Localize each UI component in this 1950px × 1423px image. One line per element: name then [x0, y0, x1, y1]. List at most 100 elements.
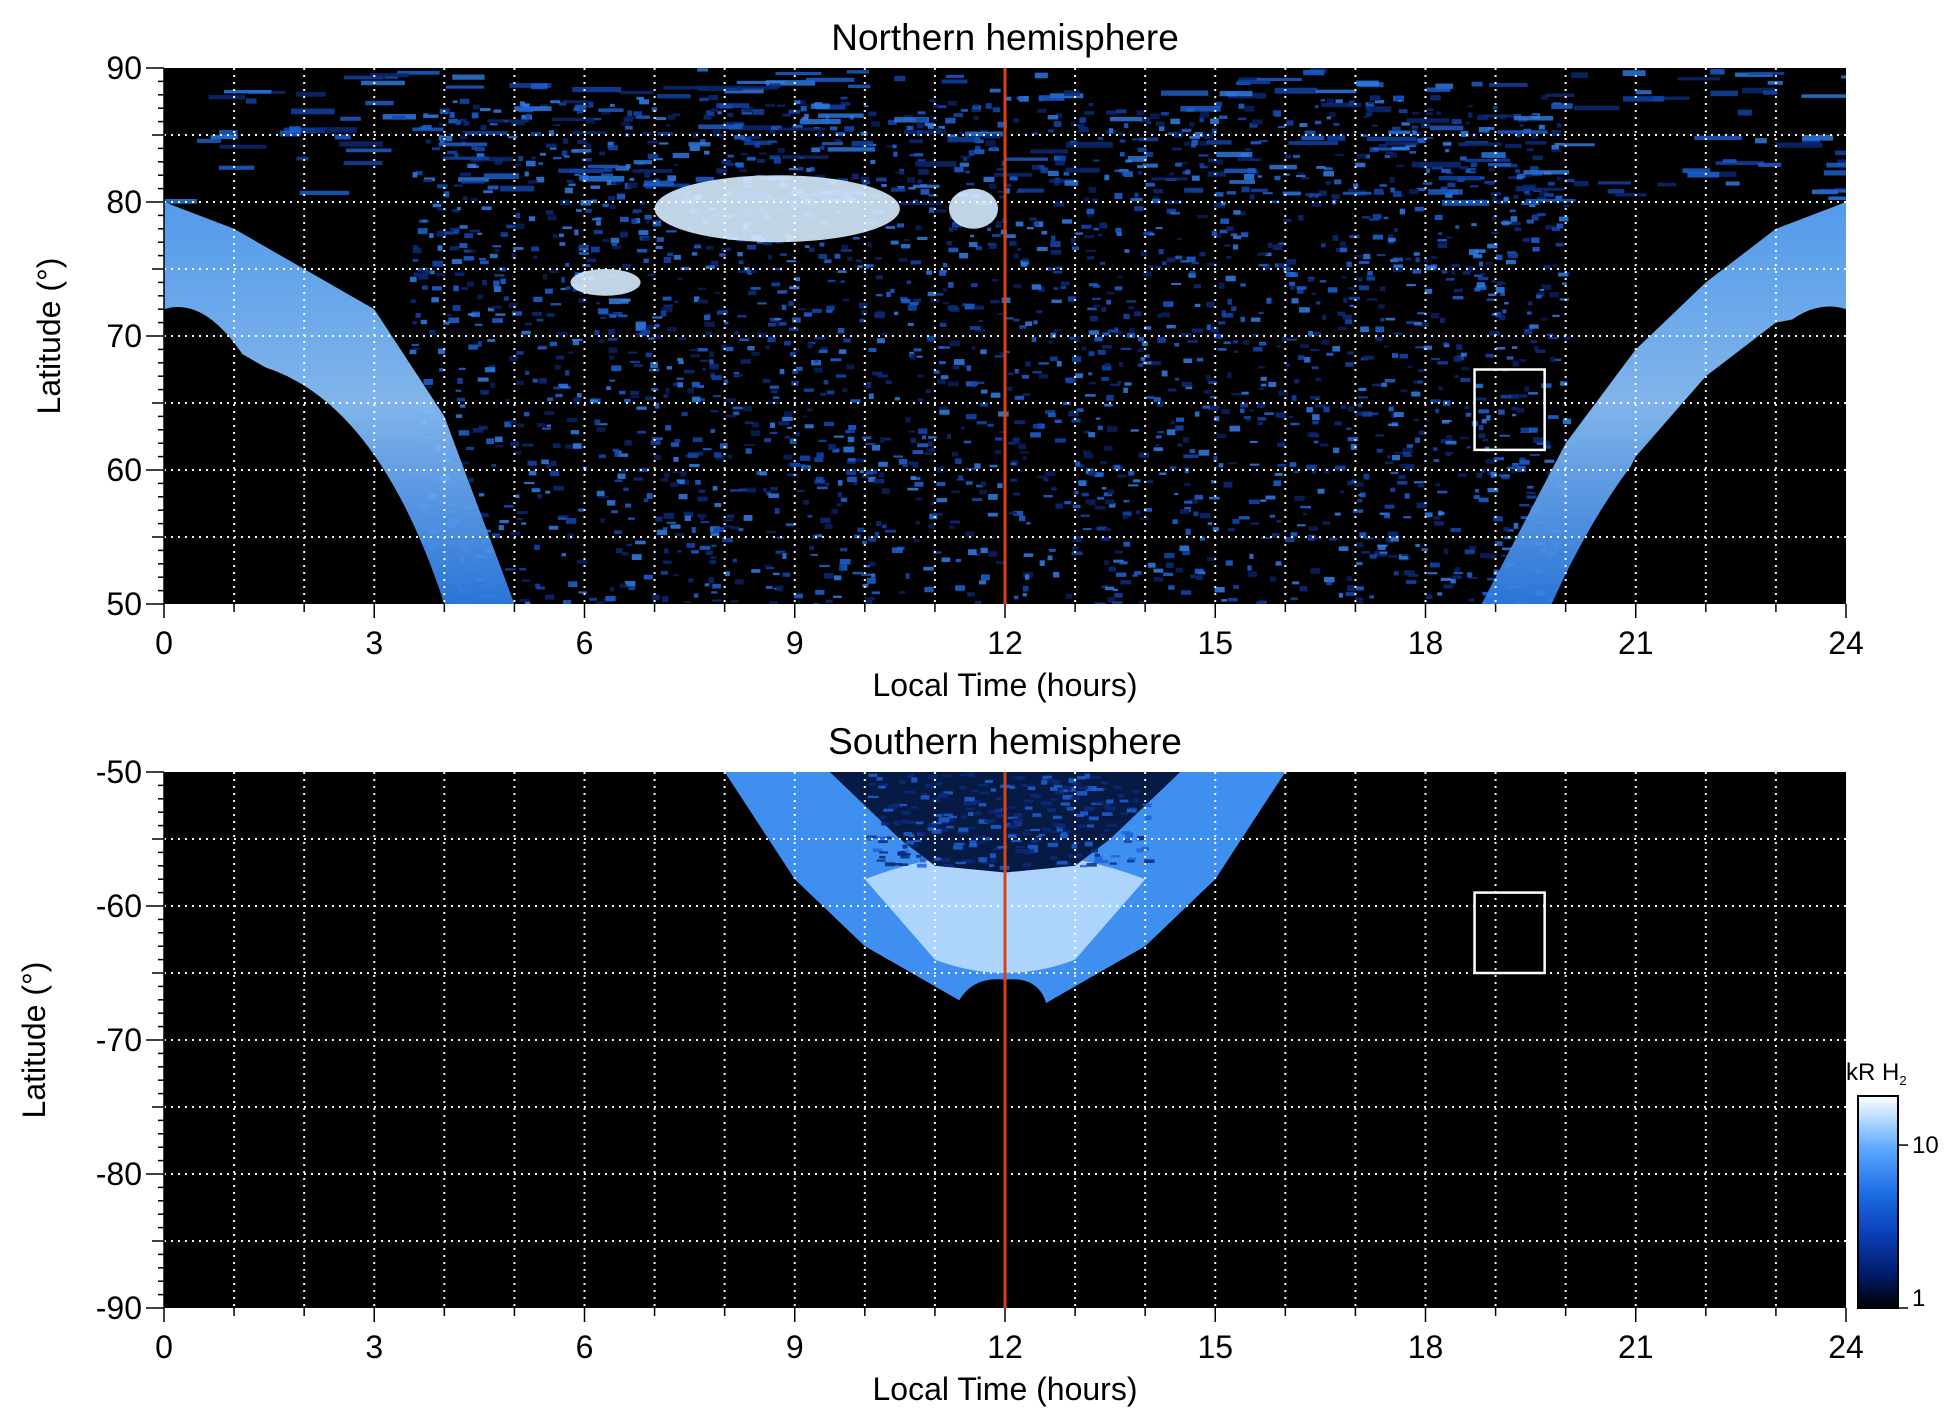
speckle	[995, 560, 1006, 565]
speckle	[1354, 254, 1364, 258]
speckle	[1049, 830, 1059, 833]
speckle	[455, 119, 461, 126]
south-speckle	[866, 772, 1155, 870]
speckle	[1417, 380, 1424, 384]
speckle	[1082, 450, 1091, 455]
colorbar-label: kR H2	[1846, 1059, 1907, 1088]
speckle	[1398, 109, 1408, 114]
speckle	[938, 361, 946, 365]
speckle	[995, 808, 1002, 814]
speckle	[824, 572, 834, 579]
speckle	[1055, 266, 1063, 270]
speckle	[962, 859, 972, 863]
speckle	[412, 245, 419, 250]
speckle	[779, 322, 787, 326]
speckle	[1334, 153, 1344, 156]
speckle	[1265, 252, 1272, 257]
speckle	[619, 216, 629, 222]
speckle	[868, 347, 877, 352]
speckle	[611, 510, 618, 514]
speckle	[1533, 437, 1544, 443]
speckle	[1032, 370, 1042, 374]
speckle	[459, 98, 470, 104]
speckle	[1199, 117, 1204, 123]
speckle	[539, 152, 547, 156]
speckle	[631, 554, 642, 560]
speckle	[1478, 497, 1489, 503]
speckle	[1295, 175, 1306, 178]
speckle	[608, 337, 618, 341]
speckle	[1227, 298, 1232, 305]
speckle	[776, 585, 784, 592]
speckle	[1033, 320, 1038, 325]
speckle	[432, 203, 442, 208]
speckle	[1397, 98, 1402, 102]
speckle	[1260, 376, 1267, 381]
speckle	[966, 182, 975, 186]
south-title: Southern hemisphere	[828, 721, 1182, 762]
speckle	[1093, 227, 1099, 231]
speckle	[534, 544, 540, 551]
streak	[1250, 188, 1268, 193]
speckle	[476, 153, 485, 158]
speckle	[1191, 139, 1199, 146]
speckle	[1430, 562, 1440, 568]
speckle	[1436, 111, 1441, 116]
speckle	[412, 172, 418, 178]
speckle	[1378, 304, 1385, 309]
speckle	[1493, 457, 1505, 461]
speckle	[673, 163, 679, 166]
speckle	[789, 438, 797, 444]
speckle	[563, 155, 570, 158]
speckle	[1434, 214, 1443, 220]
speckle	[1532, 246, 1540, 252]
speckle	[673, 254, 681, 260]
speckle	[412, 320, 418, 325]
speckle	[912, 477, 921, 480]
speckle	[1083, 235, 1095, 239]
speckle	[938, 406, 948, 410]
speckle	[766, 567, 775, 570]
speckle	[1398, 554, 1408, 560]
speckle	[578, 298, 587, 304]
speckle	[1156, 401, 1164, 407]
speckle	[1053, 823, 1064, 828]
speckle	[957, 831, 968, 835]
speckle	[1269, 514, 1276, 518]
speckle	[1065, 377, 1076, 383]
speckle	[893, 821, 901, 826]
speckle	[1180, 260, 1190, 263]
speckle	[971, 108, 982, 113]
speckle	[636, 406, 647, 410]
speckle	[1006, 386, 1013, 392]
speckle	[1272, 110, 1281, 117]
speckle	[1540, 317, 1548, 321]
streak	[994, 172, 1033, 177]
streak	[716, 103, 750, 108]
speckle	[975, 145, 981, 151]
speckle	[1465, 412, 1472, 417]
speckle	[769, 155, 781, 160]
speckle	[531, 246, 540, 252]
speckle	[1375, 326, 1385, 333]
speckle	[1351, 479, 1357, 483]
speckle	[964, 170, 971, 174]
colorbar-ticks: 110	[1898, 1132, 1939, 1312]
speckle	[655, 117, 667, 120]
speckle	[624, 440, 633, 446]
speckle	[677, 357, 684, 362]
speckle	[1249, 553, 1254, 559]
y-tick-label: 70	[106, 318, 142, 354]
speckle	[463, 249, 473, 253]
speckle	[449, 111, 455, 118]
speckle	[801, 116, 809, 121]
speckle	[1102, 365, 1112, 371]
speckle	[803, 388, 814, 392]
speckle	[536, 423, 546, 427]
speckle	[1290, 597, 1298, 601]
speckle	[708, 351, 714, 357]
speckle	[1055, 503, 1063, 509]
speckle	[1153, 576, 1164, 582]
speckle	[1275, 412, 1287, 418]
speckle	[978, 803, 987, 807]
